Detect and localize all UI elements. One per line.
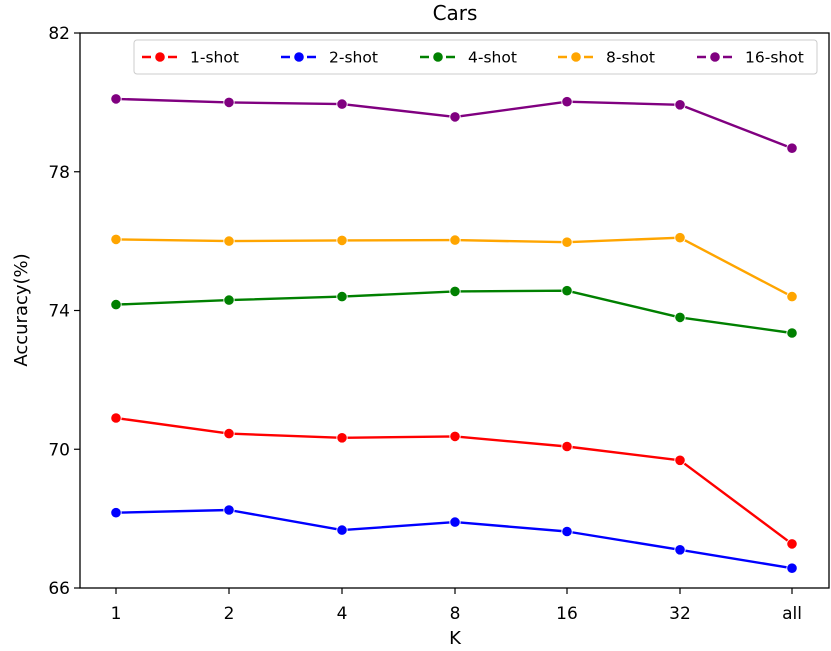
point-4-shot-4 (336, 290, 348, 303)
x-tick-label: 32 (669, 604, 691, 624)
point-8-shot-all (786, 290, 798, 303)
point-4-shot-all (786, 327, 798, 339)
point-16-shot-32 (674, 99, 686, 111)
point-4-shot-8 (449, 285, 461, 297)
point-8-shot-2 (223, 235, 235, 247)
point-2-shot-all (786, 562, 798, 574)
point-4-shot-2 (223, 294, 235, 306)
x-tick-label: 1 (111, 604, 122, 624)
y-axis: 66 70 74 78 82 (48, 24, 80, 599)
plot-markers (110, 93, 798, 574)
legend-label-1-shot: 1-shot (190, 49, 239, 67)
x-tick-label: 4 (337, 604, 348, 624)
legend-box (133, 39, 818, 75)
point-16-shot-1 (110, 93, 122, 105)
legend-marker-2-shot (293, 51, 305, 63)
chart-title: Cars (433, 1, 478, 25)
point-1-shot-8 (449, 430, 461, 442)
y-tick-label: 66 (48, 579, 70, 599)
point-8-shot-1 (110, 233, 122, 245)
legend-label-8-shot: 8-shot (606, 49, 655, 67)
legend-marker-16-shot (709, 51, 721, 63)
point-4-shot-32 (674, 311, 686, 323)
point-1-shot-4 (336, 432, 348, 444)
point-2-shot-2 (223, 504, 235, 516)
x-tick-label: 16 (556, 604, 578, 624)
point-1-shot-all (786, 538, 798, 550)
point-16-shot-8 (449, 111, 461, 123)
y-tick-label: 78 (48, 163, 70, 183)
point-1-shot-1 (110, 412, 122, 424)
point-1-shot-32 (674, 454, 686, 466)
point-2-shot-4 (336, 524, 348, 536)
point-2-shot-1 (110, 507, 122, 519)
legend-label-16-shot: 16-shot (745, 49, 804, 67)
legend-marker-4-shot (432, 51, 444, 63)
legend-marker-8-shot (570, 51, 582, 63)
point-1-shot-2 (223, 427, 235, 440)
legend: 1-shot 2-shot 4-shot 8-shot 16-shot (133, 39, 818, 75)
legend-marker-1-shot (154, 51, 166, 63)
series-line-4-shot (115, 289, 793, 335)
point-2-shot-16 (561, 525, 573, 538)
point-2-shot-32 (674, 544, 686, 556)
point-2-shot-8 (449, 516, 461, 528)
x-tick-label: 8 (450, 604, 461, 624)
point-1-shot-16 (561, 440, 573, 453)
x-tick-label: all (782, 604, 802, 624)
point-8-shot-8 (449, 234, 461, 246)
legend-label-4-shot: 4-shot (468, 49, 517, 67)
plot-lines (115, 97, 793, 570)
point-4-shot-16 (561, 285, 573, 297)
point-16-shot-all (786, 142, 798, 154)
y-tick-label: 70 (48, 440, 70, 460)
legend-label-2-shot: 2-shot (329, 49, 378, 67)
point-4-shot-1 (110, 298, 122, 311)
series-line-16-shot (115, 97, 793, 150)
x-axis-label: K (449, 628, 462, 649)
point-16-shot-2 (223, 96, 235, 109)
y-tick-label: 74 (48, 302, 70, 322)
y-tick-label: 82 (48, 24, 70, 44)
point-8-shot-16 (561, 236, 573, 248)
point-16-shot-16 (561, 96, 573, 108)
point-8-shot-4 (336, 234, 348, 246)
x-tick-label: 2 (224, 604, 235, 624)
point-16-shot-4 (336, 98, 348, 110)
point-8-shot-32 (674, 232, 686, 244)
y-axis-label: Accuracy(%) (11, 253, 32, 366)
x-axis: 1 2 4 8 16 32 all (111, 588, 802, 624)
